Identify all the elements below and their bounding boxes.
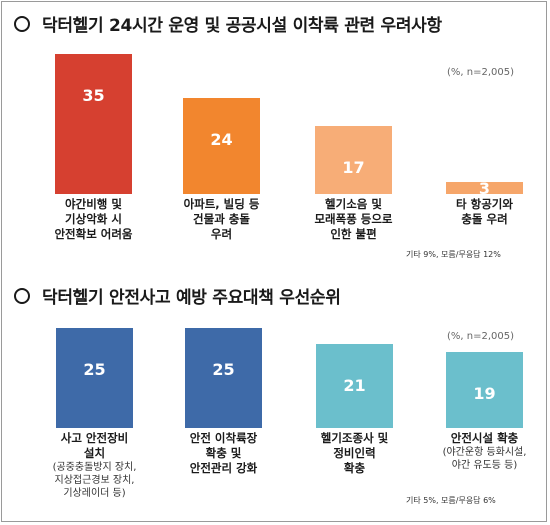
bar-1-1 [55, 54, 132, 194]
bar-value-label: 25 [212, 360, 234, 379]
category-name: 안전시설 확충 [450, 431, 519, 445]
chart-2-title-row: 닥터헬기 안전사고 예방 주요대책 우선순위 [14, 283, 341, 308]
category-label: 안전 이착륙장 확충 및 안전관리 강화 [164, 431, 284, 476]
bar-2-2 [185, 328, 262, 428]
category-name: 타 항공기와 충돌 우려 [456, 197, 513, 226]
category-name: 헬기소음 및 모래폭풍 등으로 인한 불편 [314, 197, 393, 241]
chart-1-title: 닥터헬기 24시간 운영 및 공공시설 이착륙 관련 우려사항 [42, 16, 442, 36]
bar-value-label: 3 [479, 179, 490, 198]
category-note: (야간운항 등화시설, 야간 유도등 등) [442, 447, 527, 471]
bar-value-label: 21 [343, 376, 365, 395]
category-name: 아파트, 빌딩 등 건물과 충돌 우려 [183, 197, 260, 241]
category-label: 안전시설 확충 (야간운항 등화시설, 야간 유도등 등) [425, 431, 545, 472]
category-label: 헬기소음 및 모래폭풍 등으로 인한 불편 [294, 197, 414, 242]
bar-1-2 [183, 98, 260, 194]
chart-2-bars: 25 25 21 19 [56, 328, 523, 428]
chart-1-title-row: 닥터헬기 24시간 운영 및 공공시설 이착륙 관련 우려사항 [14, 11, 442, 36]
bar-2-4 [446, 352, 523, 428]
chart-1-unit: (%, n=2,005) [446, 67, 514, 78]
category-label: 타 항공기와 충돌 우려 [425, 197, 545, 227]
category-name: 야간비행 및 기상악화 시 안전확보 어려움 [54, 197, 133, 241]
category-name: 헬기조종사 및 정비인력 확충 [320, 431, 389, 475]
bullet-circle-icon [14, 16, 30, 32]
bar-1-4 [446, 182, 523, 194]
bar-1-3 [315, 126, 392, 194]
category-label: 헬기조종사 및 정비인력 확충 [295, 431, 415, 476]
category-name: 안전 이착륙장 확충 및 안전관리 강화 [189, 431, 258, 475]
category-label: 야간비행 및 기상악화 시 안전확보 어려움 [34, 197, 154, 242]
bar-value-label: 35 [82, 86, 104, 105]
chart-2-title: 닥터헬기 안전사고 예방 주요대책 우선순위 [42, 288, 341, 308]
chart-2-unit: (%, n=2,005) [446, 331, 514, 342]
category-note: (공중충돌방지 장치, 지상접근경보 장치, 기상레이더 등) [52, 462, 137, 499]
chart-2-footnote: 기타 5%, 모름/무응답 6% [406, 496, 496, 505]
chart-1-footnote: 기타 9%, 모름/무응답 12% [406, 250, 501, 259]
bar-value-label: 25 [83, 360, 105, 379]
category-label: 사고 안전장비 설치 (공중충돌방지 장치, 지상접근경보 장치, 기상레이더 등… [35, 431, 155, 500]
category-label: 아파트, 빌딩 등 건물과 충돌 우려 [162, 197, 282, 242]
bullet-circle-icon [14, 288, 30, 304]
bar-value-label: 19 [473, 384, 495, 403]
bar-value-label: 24 [210, 130, 232, 149]
bar-value-label: 17 [342, 158, 364, 177]
chart-1-bars: 35 24 17 3 [55, 54, 523, 198]
bar-2-1 [56, 328, 133, 428]
category-name: 사고 안전장비 설치 [60, 431, 129, 460]
bar-2-3 [316, 344, 393, 428]
